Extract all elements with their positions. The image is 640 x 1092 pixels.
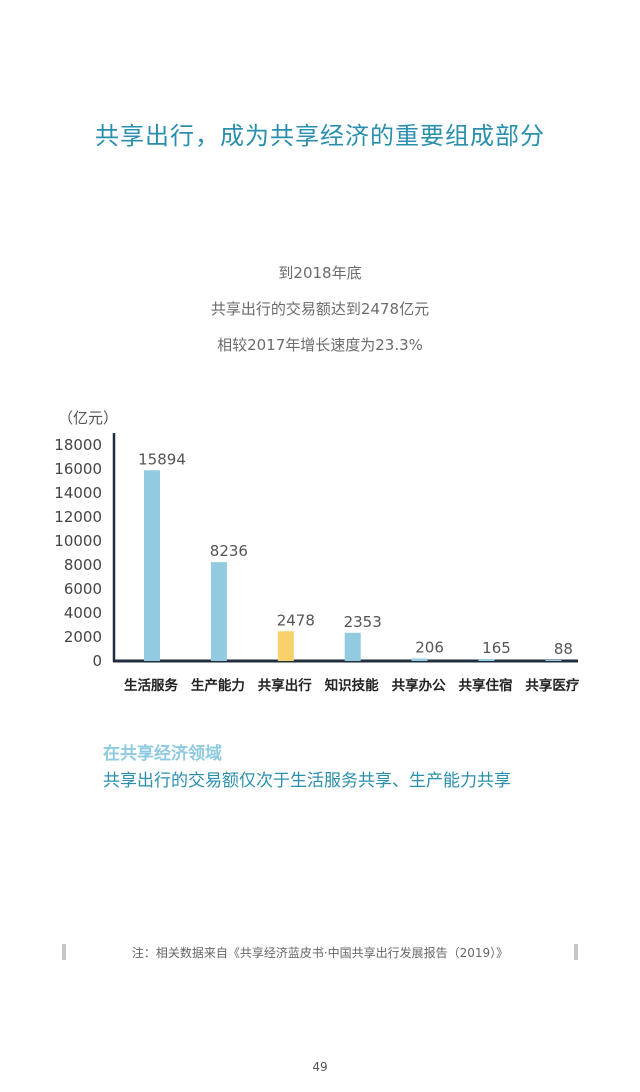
x-category-label: 知识技能 <box>325 677 379 694</box>
bar <box>411 658 428 661</box>
note-right-marker <box>574 944 578 960</box>
x-category-label: 生活服务 <box>124 677 178 694</box>
x-category-label: 生产能力 <box>191 677 245 694</box>
bar-value-label: 2478 <box>277 611 315 629</box>
bar <box>144 470 160 661</box>
bar-value-label: 165 <box>482 639 511 657</box>
x-category-label: 共享出行 <box>258 677 312 694</box>
y-tick-label: 4000 <box>64 604 102 622</box>
note-left-marker <box>62 944 66 960</box>
page-number: 49 <box>312 1060 328 1074</box>
bar <box>277 631 294 661</box>
bar-value-label: 15894 <box>138 450 186 468</box>
intro-line-3: 相较2017年增长速度为23.3% <box>217 336 423 354</box>
highlight-heading: 在共享经济领域 <box>103 744 222 764</box>
x-category-label: 共享住宿 <box>459 677 513 694</box>
bar-value-label: 88 <box>554 640 573 658</box>
highlight-text: 共享出行的交易额仅次于生活服务共享、生产能力共享 <box>103 771 511 791</box>
y-tick-label: 8000 <box>64 556 102 574</box>
bar-value-label: 8236 <box>210 542 248 560</box>
bar-value-label: 2353 <box>344 613 382 631</box>
bar-value-label: 206 <box>415 639 444 657</box>
y-tick-label: 16000 <box>54 460 102 478</box>
intro-line-1: 到2018年底 <box>278 264 362 282</box>
intro-line-2: 共享出行的交易额达到2478亿元 <box>210 300 430 318</box>
x-category-label: 共享医疗 <box>525 677 579 694</box>
source-note: 注：相关数据来自《共享经济蓝皮书·中国共享出行发展报告（2019）》 <box>131 946 509 960</box>
y-tick-label: 10000 <box>54 532 102 550</box>
y-axis-unit-label: （亿元） <box>58 409 119 427</box>
y-tick-label: 18000 <box>54 436 102 454</box>
bar <box>344 632 361 661</box>
y-tick-label: 14000 <box>54 484 102 502</box>
bar <box>210 562 227 661</box>
bar <box>545 659 562 661</box>
page-title: 共享出行，成为共享经济的重要组成部分 <box>95 122 545 150</box>
bar <box>478 659 495 661</box>
bar-chart: 0 2000 4000 6000 8000 10000 12000 14000 16000 180… <box>54 433 580 694</box>
y-tick-label: 0 <box>92 652 102 670</box>
y-tick-label: 2000 <box>64 628 102 646</box>
y-tick-label: 6000 <box>64 580 102 598</box>
x-category-label: 共享办公 <box>392 677 446 694</box>
y-tick-label: 12000 <box>54 508 102 526</box>
